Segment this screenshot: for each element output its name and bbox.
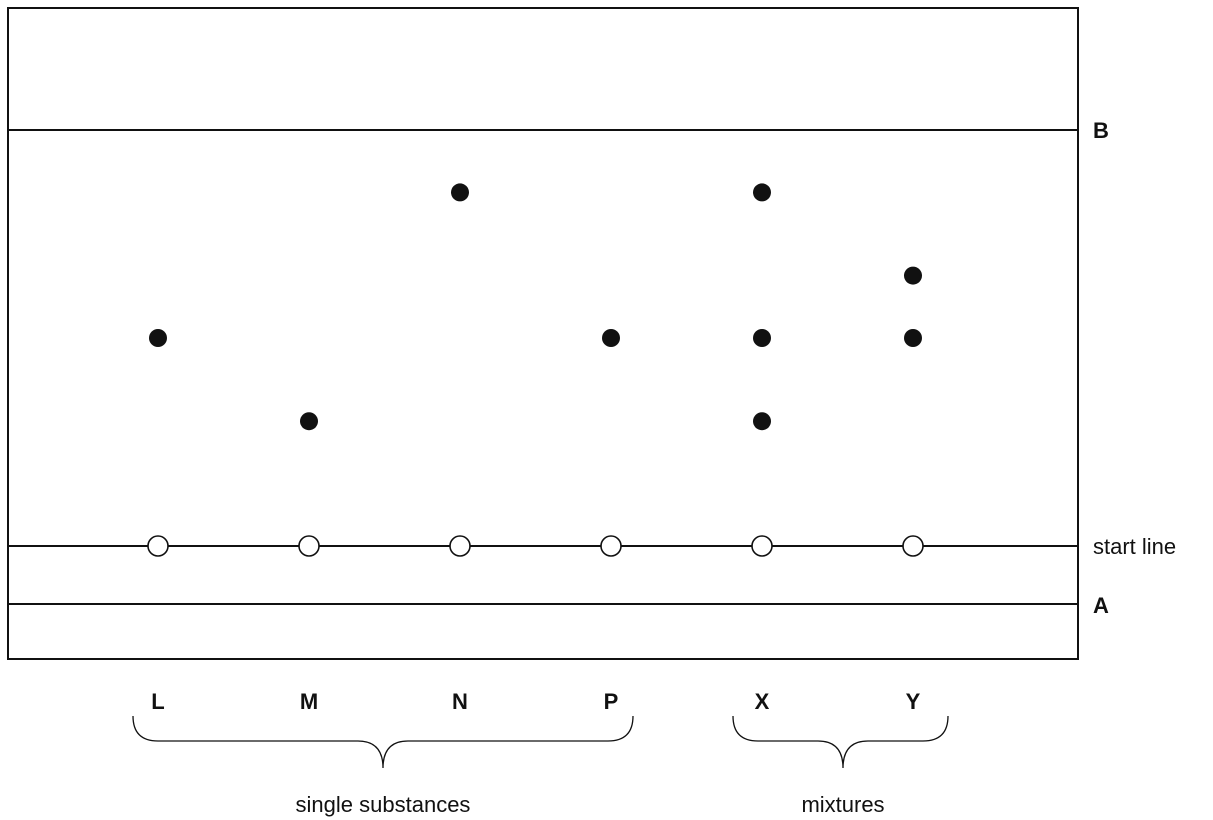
mixtures-brace [732, 715, 949, 769]
spot-y-1 [904, 266, 922, 285]
start-spot-p [600, 535, 622, 557]
spot-n-1 [451, 183, 469, 202]
spot-p-1 [602, 329, 620, 347]
lane-label-y: Y [906, 689, 921, 714]
mixtures-label: mixtures [801, 792, 884, 817]
spot-l-1 [149, 329, 167, 347]
start-spot-m [298, 535, 320, 557]
lane-label-x: X [755, 689, 770, 714]
spot-x-1 [753, 183, 771, 202]
line-a-label: A [1093, 593, 1109, 618]
start-spot-l [147, 535, 169, 557]
start-spot-x [751, 535, 773, 557]
lane-label-m: M [300, 689, 318, 714]
start-spot-y [902, 535, 924, 557]
single-substances-brace [132, 715, 634, 769]
spot-m-1 [300, 412, 318, 431]
chromatography-paper [7, 7, 1079, 660]
spot-x-2 [753, 329, 771, 347]
start-line-label: start line [1093, 534, 1176, 559]
single-substances-label: single substances [296, 792, 471, 817]
lane-label-l: L [151, 689, 164, 714]
line-b-label: B [1093, 118, 1109, 143]
spot-y-2 [904, 329, 922, 347]
spot-x-3 [753, 412, 771, 431]
lane-label-n: N [452, 689, 468, 714]
lane-label-p: P [604, 689, 619, 714]
start-spot-n [449, 535, 471, 557]
